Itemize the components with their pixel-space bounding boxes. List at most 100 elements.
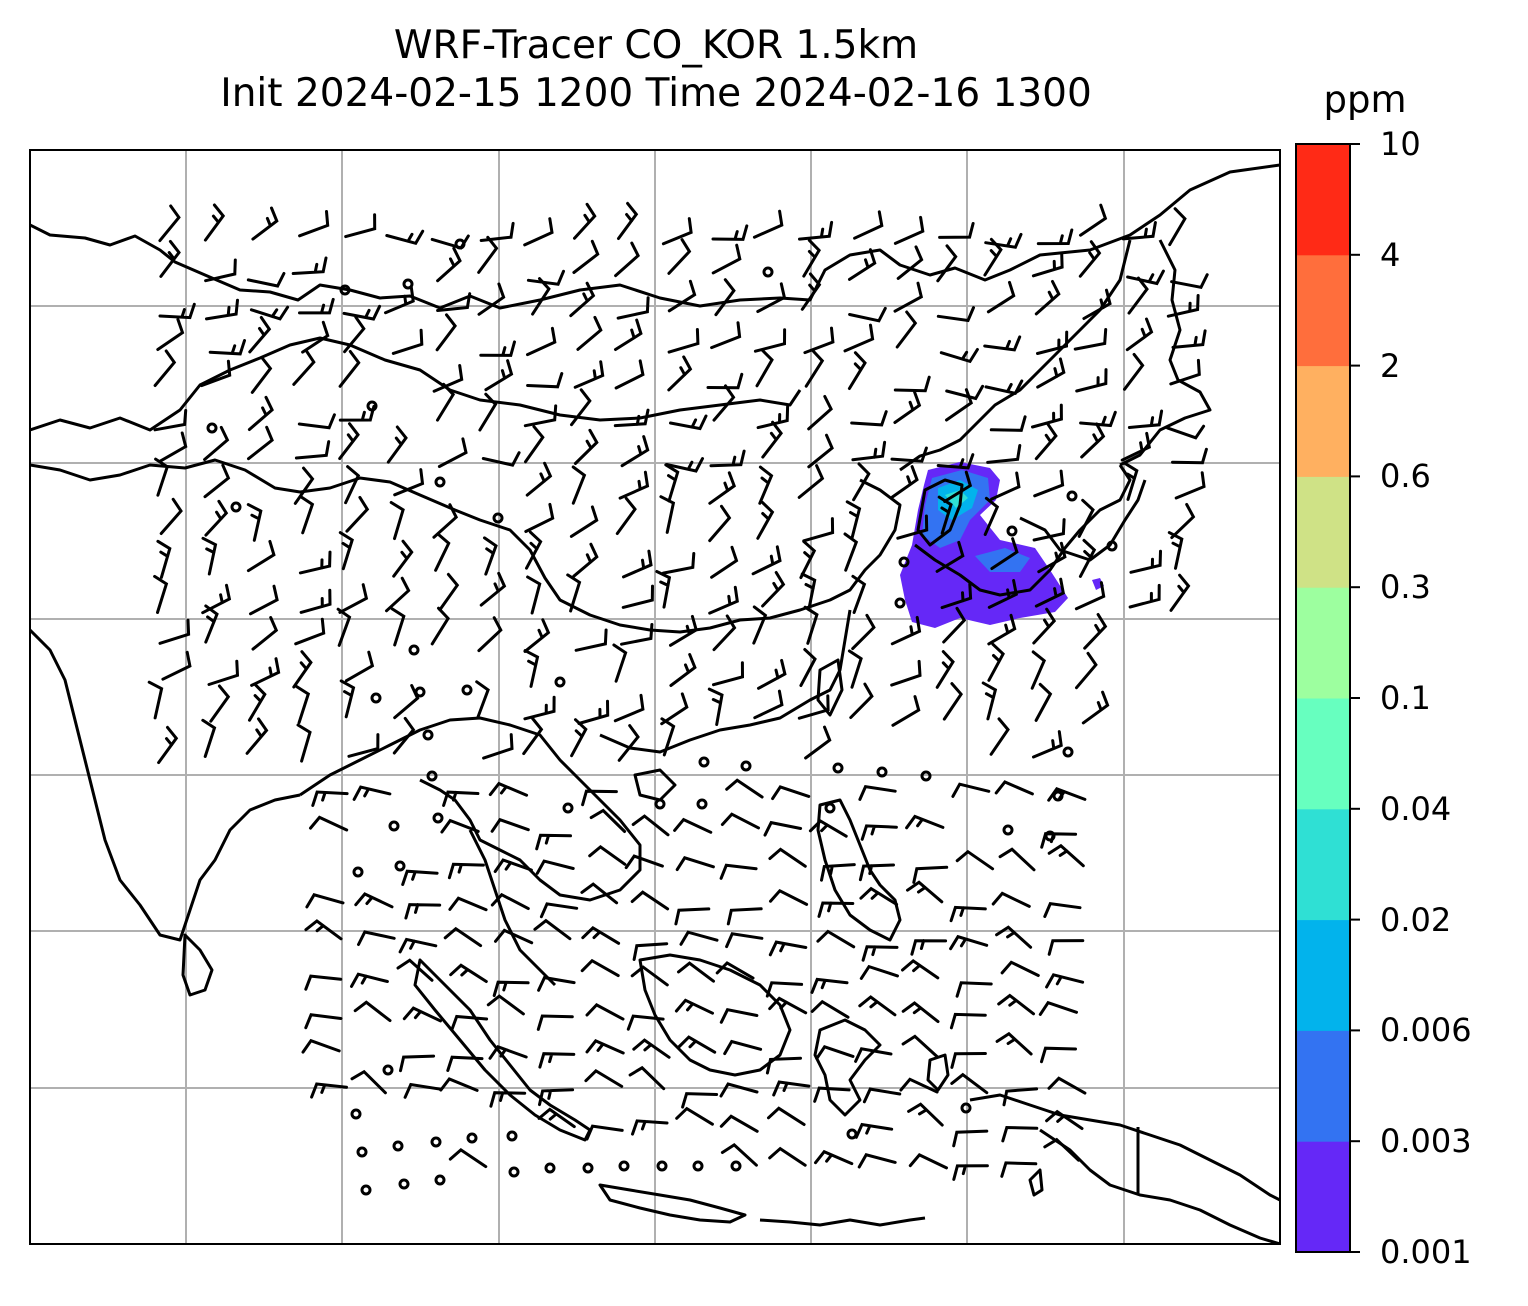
coastline-caspian-north [30,336,802,432]
wind-barb [615,496,637,535]
wind-barb [250,657,281,687]
wind-calm-marker [656,1160,668,1172]
wind-barb [1166,294,1200,318]
wind-barb [478,392,498,432]
wind-barb [1032,518,1066,542]
wind-barb [1127,409,1164,429]
wind-barb [1038,1000,1078,1016]
colorbar-label: 0.1 [1380,679,1431,717]
wind-calm-marker [382,1064,394,1076]
wind-barb [942,606,967,644]
wind-barb [401,869,439,886]
wind-barb [301,1038,341,1054]
coastline-india [30,628,301,942]
wind-barb [990,537,1019,570]
wind-barb [526,575,542,615]
wind-calm-marker [434,476,446,488]
wind-barb [298,297,335,315]
wind-barb [810,999,850,1019]
wind-barb [945,384,985,401]
wind-barb [1167,531,1184,570]
wind-barb [398,937,438,954]
wind-barb [159,239,181,278]
wind-barb [1127,276,1149,315]
wind-barb [987,613,1017,646]
wind-barb [1034,577,1065,608]
wind-barb [715,961,755,980]
wind-barb [566,573,582,613]
wind-barb [763,820,803,837]
wind-barb [983,335,1022,352]
wind-barb [803,326,835,355]
wind-barb [352,785,392,801]
wind-barb [393,684,420,720]
wind-barb [935,540,965,573]
wind-barb [858,863,895,882]
wind-barb [995,1031,1033,1056]
wind-barb [751,545,782,576]
colorbar-swatch [1296,254,1350,367]
wind-barb [492,980,530,998]
wind-barb [393,468,425,497]
wind-barb [1043,1137,1080,1162]
wind-barb [677,1035,717,1054]
wind-barb [436,246,462,283]
wind-barb [632,942,669,961]
wind-barb [854,1122,894,1139]
wind-barb [157,725,179,765]
wind-barb [449,963,488,983]
wind-barb [624,854,664,870]
map-frame [29,149,1281,1245]
wind-barb [1030,650,1047,690]
wind-barb [1000,1161,1038,1178]
wind-barb [848,248,877,281]
wind-barb [158,618,191,645]
wind-barb [756,405,790,430]
wind-barb [949,905,987,923]
wind-barb [990,471,1021,501]
wind-barb [159,497,183,535]
wind-barb [616,296,650,320]
wind-barb [661,217,693,246]
wind-calm-marker [654,798,666,810]
wind-barb [490,817,530,833]
wind-barb [200,359,232,388]
wind-barb [249,584,279,616]
wind-barb [950,1052,987,1069]
wind-barb [860,824,898,841]
wind-barb [1031,403,1063,429]
wind-barb [1036,330,1069,355]
colorbar-label: 0.3 [1380,568,1431,607]
wind-barb [664,463,680,503]
wind-barb [247,395,274,431]
wind-barb [585,1124,624,1141]
wind-barb [952,1164,989,1181]
wind-barb [813,1086,851,1103]
wind-barb [893,375,931,393]
wind-barb [537,975,576,992]
wind-barb [753,689,784,720]
wind-barbs [147,201,1209,1196]
wind-barb [797,464,825,499]
wind-barb [861,945,899,962]
colorbar-label: 4 [1380,235,1401,274]
wind-calm-marker [392,1140,404,1152]
wind-barb [154,457,170,497]
wind-barb [153,574,169,614]
wind-barb [569,281,596,318]
wind-barb [1031,251,1064,278]
wind-barb [675,856,715,872]
wind-calm-marker [370,692,382,704]
wind-barb [158,431,188,463]
wind-barb [712,661,745,687]
wind-barb [816,929,856,949]
colorbar-swatch [1296,365,1350,477]
wind-barb [1168,207,1187,247]
wind-barb [251,616,279,651]
wind-calm-marker [360,1184,372,1196]
wind-barb [994,780,1034,796]
wind-calm-marker [430,1136,442,1148]
colorbar-swatch [1296,808,1350,921]
wind-barb [147,680,164,720]
wind-barb [952,1129,989,1148]
